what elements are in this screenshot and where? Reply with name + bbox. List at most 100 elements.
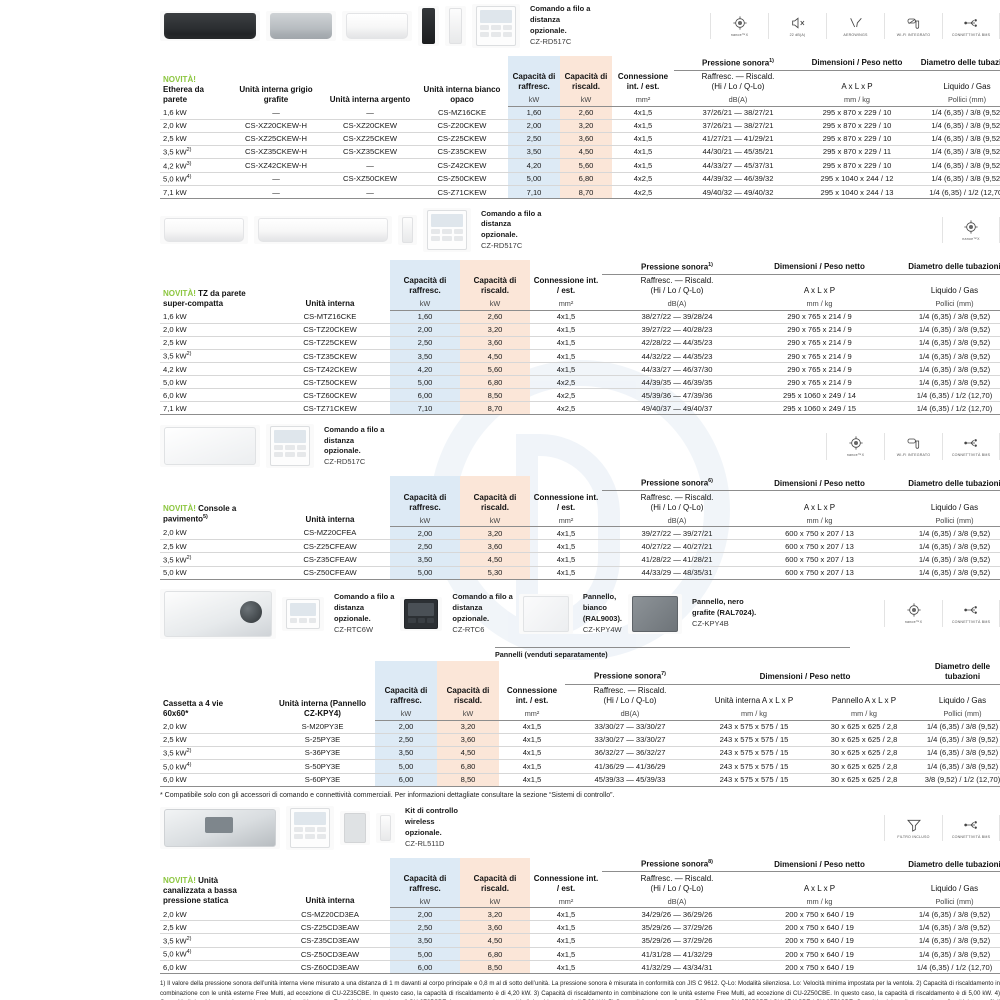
cell-cool: 1,60 [508, 106, 560, 120]
console-sub-sound: Raffresc. — Riscald. (Hi / Lo / Q-Lo) [640, 492, 714, 512]
cassetta-callout2-line3: opzionale. [452, 613, 490, 623]
cell-conn: 4x1,5 [499, 733, 565, 747]
cassetta-unit-sound: dB(A) [565, 707, 695, 721]
etherea-silver-image [266, 11, 336, 41]
cell-graphite: CS-XZ20CKEW-H [228, 119, 324, 133]
canalizzata-header-sound: Pressione sonora8) [602, 857, 752, 873]
unit-connection: mm² [612, 93, 674, 107]
cell-model: S-M20PY3E [270, 720, 375, 734]
footnotes-block: 1) Il valore della pressione sonora dell… [160, 974, 1000, 1000]
canalizzata-callout-code: CZ-RL511D [405, 838, 445, 848]
console-callout-line-1: Comando a filo a [324, 424, 385, 434]
console-header-dimensions: Dimensioni / Peso netto [752, 476, 887, 492]
header-sound-sup: 1) [769, 57, 774, 64]
cell-conn: 4x2,5 [530, 388, 602, 403]
usb-connectivity-icon-cell: CONNETTIVITÀ BMS [942, 600, 1000, 627]
canalizzata-header-indoor-unit: Unità interna [305, 896, 355, 906]
canalizzata-unit-cooling: kW [390, 895, 460, 909]
cell-cool: 2,00 [390, 526, 460, 541]
cell-pipe: 1/4 (6,35) / 3/8 (9,52) [887, 920, 1000, 935]
console-remote-callout: Comando a filo a distanza opzionale. CZ-… [324, 425, 384, 469]
table-row: 2,5 kW CS-Z25CD3EAW 2,50 3,60 4x1,5 35/29/26 … [160, 920, 1000, 935]
canalizzata-sub-dim: A x L x P [803, 883, 836, 893]
cell-heat: 3,20 [437, 720, 499, 734]
cell-heat: 6,80 [560, 172, 612, 187]
cell-pipe: 1/4 (6,35) / 3/8 (9,52) [912, 119, 1000, 133]
cell-white: CS-Z71CKEW [416, 185, 508, 200]
cell-sound: 44/39/35 — 46/39/35 [602, 375, 752, 390]
canalizzata-title-line-1: Unità [198, 876, 219, 886]
cell-model: CS-TZ71CKEW [270, 401, 390, 416]
cell-heat: 8,70 [560, 185, 612, 200]
row-capacity-footnote: 3) [186, 160, 192, 167]
row-capacity: 6,0 kW [160, 773, 270, 787]
nanoe-x-icon-cell: nanoe™X [942, 217, 1000, 244]
unit-sound: dB(A) [674, 93, 802, 107]
cell-pipe: 1/4 (6,35) / 3/8 (9,52) [887, 323, 1000, 337]
canalizzata-callout: Kit di controllo wireless opzionale. CZ-… [405, 806, 458, 850]
row-capacity: 2,5 kW [160, 132, 228, 146]
console-table-body: 2,0 kW CS-MZ20CFEA 2,00 3,20 4x1,5 39/27/22 —… [160, 526, 1000, 580]
cell-heat: 5,60 [460, 362, 530, 377]
cell-conn: 4x1,5 [499, 746, 565, 761]
wireless-controller-image [376, 812, 395, 843]
cassetta-header-pipe: Diametro delle tubazioni [915, 660, 1000, 685]
usb-connectivity-icon-cell: CONNETTIVITÀ BMS [942, 814, 1000, 841]
cell-dim: 295 x 1060 x 249 / 14 [752, 388, 887, 403]
tz-unit-cooling: kW [390, 297, 460, 311]
wifi-icon-label: WI-FI INTEGRATO [896, 32, 931, 37]
cell-cool: 5,00 [390, 947, 460, 962]
cell-pipe: 1/4 (6,35) / 1/2 (12,70) [887, 401, 1000, 416]
tz-unit-image-2 [254, 216, 392, 245]
cell-dim: 243 x 575 x 575 / 15 [695, 720, 813, 734]
table-row: 2,0 kW CS-TZ20CKEW 2,00 3,20 4x1,5 39/27/22 —… [160, 323, 1000, 337]
table-row: 5,0 kW4) CS-Z50CD3EAW 5,00 6,80 4x1,5 41/31/2… [160, 947, 1000, 962]
sub-sound: Raffresc. — Riscald. (Hi / Lo / Q-Lo) [701, 72, 775, 92]
cell-cool: 4,20 [390, 362, 460, 377]
row-capacity: 2,0 kW [160, 526, 270, 541]
etherea-spec-table: NOVITÀ! Etherea da parete Unità interna … [160, 56, 1000, 200]
cell-sound: 36/32/27 — 36/32/27 [565, 746, 695, 761]
cell-model: S-25PY3E [270, 733, 375, 747]
panel-white-image [518, 593, 573, 634]
row-capacity-footnote: 2) [186, 147, 192, 154]
canalizzata-callout-line3: opzionale. [405, 827, 442, 837]
cell-white: CS-Z35CKEW [416, 145, 508, 160]
row-capacity: 4,2 kW3) [160, 158, 228, 173]
cell-cool: 2,50 [375, 733, 437, 747]
panels-sold-separately-note: Pannelli (venduti separatamente) [495, 646, 850, 659]
cell-cool: 5,00 [390, 375, 460, 390]
canalizzata-unit-dim: mm / kg [752, 895, 887, 909]
cell-dim: 295 x 870 x 229 / 10 [802, 132, 912, 146]
tz-unit-dim: mm / kg [752, 297, 887, 311]
tz-sub-pipe: Liquido / Gas [930, 286, 979, 296]
cell-heat: 4,50 [460, 349, 530, 364]
cell-cool: 2,00 [508, 119, 560, 133]
cell-pipe: 1/4 (6,35) / 3/8 (9,52) [887, 947, 1000, 962]
cell-cool: 2,50 [390, 539, 460, 554]
cell-conn: 4x1,5 [530, 552, 602, 567]
table-row: 1,6 kW — — CS-MZ16CKE 1,60 2,60 4x1,5 37/26/21 … [160, 106, 1000, 120]
tz-callout-line-2: distanza [481, 219, 512, 229]
usb-icon-label: CONNETTIVITÀ BMS [951, 834, 991, 839]
cell-model: CS-MZ20CD3EA [270, 907, 390, 922]
usb-icon-label: CONNETTIVITÀ BMS [951, 620, 991, 625]
tz-table-body: 1,6 kW CS-MTZ16CKE 1,60 2,60 4x1,5 38/27/22 —… [160, 310, 1000, 416]
cell-white: CS-MZ16CKE [416, 106, 508, 120]
cell-dim: 290 x 765 x 214 / 9 [752, 362, 887, 377]
cell-sound: 41/28/22 — 41/28/21 [602, 552, 752, 567]
novita-badge: NOVITÀ! [163, 74, 196, 84]
cell-cool: 6,00 [390, 388, 460, 403]
tz-header-heating: Capacità di riscald. [460, 260, 530, 298]
canalizzata-callout-line2: wireless [405, 816, 435, 826]
remote-cz-rtc6w-image [282, 596, 324, 631]
panel-graphite-image [628, 593, 683, 634]
page-content: Comando a filo a distanza opzionale. CZ-… [160, 0, 1000, 1000]
cassetta-callout2-line2: distanza [452, 602, 483, 612]
cell-dimp: 30 x 625 x 625 / 2,8 [813, 759, 915, 774]
tz-title-header: NOVITÀ! TZ da parete super-compatta [160, 260, 270, 310]
nanoe-x-icon-label: nanoe™X [846, 453, 865, 458]
cell-pipe: 1/4 (6,35) / 3/8 (9,52) [915, 759, 1000, 774]
canalizzata-sub-pipe: Liquido / Gas [930, 883, 979, 893]
cell-cool: 6,00 [390, 960, 460, 975]
